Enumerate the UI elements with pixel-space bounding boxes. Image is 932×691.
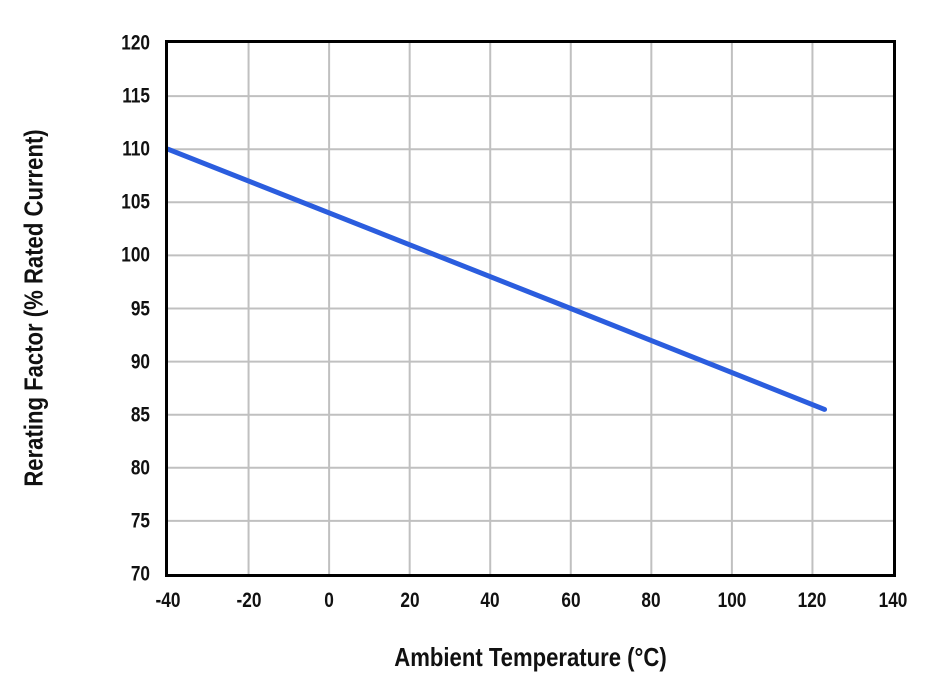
x-tick-label: 40 — [480, 589, 500, 612]
x-tick-label: 0 — [324, 589, 334, 612]
x-tick-label: -20 — [236, 589, 261, 612]
y-tick-label: 85 — [130, 403, 150, 427]
y-tick-label: 100 — [121, 243, 150, 267]
x-tick-label: 100 — [717, 589, 747, 612]
x-tick-label: 80 — [641, 589, 661, 612]
x-tick-label: 120 — [798, 589, 827, 612]
y-tick-label: 115 — [122, 84, 150, 108]
series-line — [168, 146, 828, 412]
y-tick-label: 75 — [130, 509, 150, 533]
x-tick-label: 20 — [400, 589, 420, 612]
plot-svg — [168, 43, 893, 574]
y-tick-label: 110 — [122, 137, 150, 161]
x-tick-label: -40 — [155, 589, 181, 612]
x-tick-label: 60 — [561, 589, 581, 612]
y-tick-label: 105 — [121, 190, 150, 214]
y-tick-label: 95 — [130, 297, 150, 320]
plot-area — [165, 40, 896, 577]
x-axis-title: Ambient Temperature (°C) — [394, 642, 667, 672]
x-tick-label: 140 — [878, 589, 908, 612]
y-tick-label: 90 — [130, 350, 150, 374]
y-tick-label: 120 — [121, 31, 150, 55]
y-tick-label: 70 — [130, 562, 150, 586]
y-tick-label: 80 — [130, 456, 150, 480]
